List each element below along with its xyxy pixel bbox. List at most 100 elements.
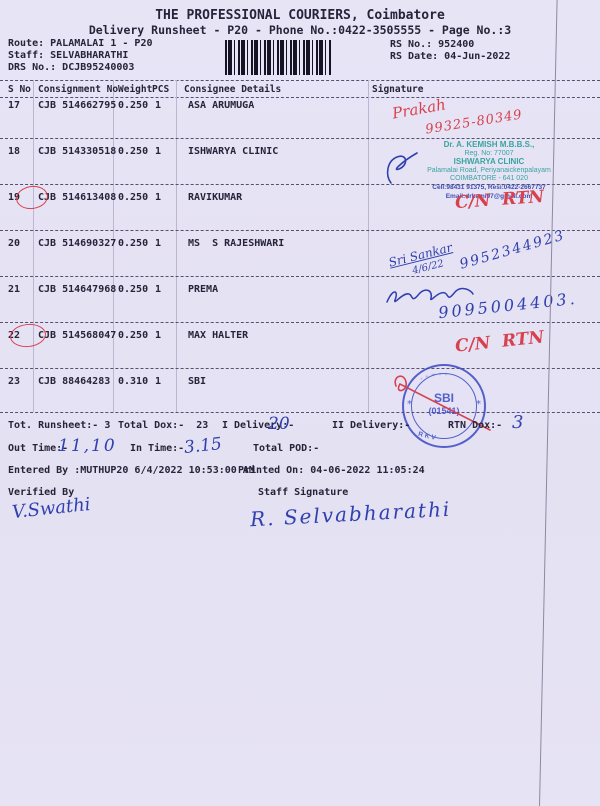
tot-runsheet-label: Tot. Runsheet:- 3 <box>8 420 111 431</box>
signature-scribble <box>386 287 474 303</box>
cell-consignee: PREMA <box>188 284 219 295</box>
cell-consignment: CJB 88464283 <box>38 376 111 387</box>
staff-signature-handwritten: R. Selvabharathi <box>249 496 452 532</box>
stamp-star-left: * <box>407 399 412 410</box>
entered-by-label: Entered By :MUTHUP20 6/4/2022 10:53:00 A… <box>8 465 255 476</box>
cell-weight: 0.250 <box>118 284 149 295</box>
cell-sno: 20 <box>8 238 21 249</box>
total-dox-label: Total Dox:- 23 <box>118 420 209 431</box>
staff-label: Staff: SELVABHARATHI <box>8 50 129 61</box>
in-time-label: In Time:- <box>130 443 185 454</box>
runsheet-subtitle: Delivery Runsheet - P20 - Phone No.:0422… <box>88 23 512 37</box>
cell-sno: 23 <box>8 376 21 387</box>
stamp-reg-no: Reg. No: 77007 <box>464 149 514 157</box>
row-divider <box>0 412 600 413</box>
total-pod-label: Total POD:- <box>253 443 320 454</box>
stamp-center-text: SBI (01541) <box>404 392 484 417</box>
cell-consignment: CJB 514330518 <box>38 146 117 157</box>
handwritten-signature: Prakah <box>390 95 448 123</box>
rs-date-label: RS Date: 04-Jun-2022 <box>390 51 511 62</box>
cell-consignment: CJB 514690327 <box>38 238 117 249</box>
cell-consignee: ASA ARUMUGA <box>188 100 255 111</box>
in-time-value-handwritten: 3.15 <box>183 434 223 458</box>
rs-no-label: RS No.: 952400 <box>390 39 475 50</box>
col-header-pcs: PCS <box>152 84 170 95</box>
cell-consignee: SBI <box>188 376 207 387</box>
divider <box>0 80 600 81</box>
company-title: THE PROFESSIONAL COURIERS, Coimbatore <box>155 8 445 23</box>
row-divider <box>0 138 600 139</box>
printed-on-label: Printed On: 04-06-2022 11:05:24 <box>238 465 425 476</box>
column-line <box>368 80 369 412</box>
red-circle-annotation <box>8 322 48 349</box>
cell-sno: 19 <box>8 192 21 203</box>
verified-by-signature: V.Swathi <box>11 493 92 524</box>
cell-sno: 18 <box>8 146 21 157</box>
cell-weight: 0.250 <box>118 192 149 203</box>
out-time-value-handwritten: 11,10 <box>58 436 117 456</box>
col-header-signature: Signature <box>372 84 424 95</box>
cell-pcs: 1 <box>155 238 162 249</box>
sbi-round-stamp: SBI (01541) * * RKV . - ~ - . <box>402 364 486 448</box>
cell-consignment: CJB 514647968 <box>38 284 117 295</box>
cell-weight: 0.250 <box>118 146 149 157</box>
sbi-logo-text: SBI <box>433 391 454 405</box>
drs-no-label: DRS No.: DCJB95240003 <box>8 62 135 73</box>
route-label: Route: PALAMALAI 1 - P20 <box>8 38 153 49</box>
cell-pcs: 1 <box>155 284 162 295</box>
stamp-city: COIMBATORE - 641 020 <box>450 175 528 183</box>
red-circle-annotation <box>14 183 50 212</box>
cell-sno: 17 <box>8 100 21 111</box>
cell-sno: 21 <box>8 284 21 295</box>
cell-weight: 0.250 <box>118 100 149 111</box>
column-line <box>33 80 34 412</box>
stamp-address: Palamalai Road, Periyanaickenpalayam <box>427 166 551 174</box>
cell-consignment: CJB 514613408 <box>38 192 117 203</box>
stamp-email: Email:drkemi97@gmail.com <box>445 192 533 200</box>
cell-pcs: 1 <box>155 100 162 111</box>
stamp-inner-ring <box>411 373 477 439</box>
col-header-consignee: Consignee Details <box>184 84 282 95</box>
row-divider <box>0 322 600 323</box>
cell-weight: 0.250 <box>118 330 149 341</box>
divider <box>0 97 600 98</box>
stamp-star-right: * <box>476 399 481 410</box>
clinic-rubber-stamp: Dr. A. KEMISH M.B.B.S., Reg. No: 77007 I… <box>394 140 584 201</box>
i-delivery-label: I Delivery:- <box>222 420 295 431</box>
cell-sno: 22 <box>8 330 21 341</box>
cell-weight: 0.250 <box>118 238 149 249</box>
staff-signature-label: Staff Signature <box>258 487 349 498</box>
row-divider <box>0 368 600 369</box>
cell-consignment: CJB 514662795 <box>38 100 117 111</box>
signature-scribble <box>386 152 418 184</box>
cell-weight: 0.310 <box>118 376 149 387</box>
col-header-weight: Weight <box>118 84 153 95</box>
cell-consignee: MS S RAJESHWARI <box>188 238 285 249</box>
cell-pcs: 1 <box>155 330 162 341</box>
cell-pcs: 1 <box>155 376 162 387</box>
sbi-branch-code: (01541) <box>428 406 460 416</box>
column-line <box>113 80 114 412</box>
stamp-doctor-name: Dr. A. KEMISH M.B.B.S., <box>443 140 535 149</box>
row-divider <box>0 230 600 231</box>
stamp-phone: Cell:98431 91375, Resi:0422-2667737 <box>432 183 546 191</box>
rtn-dox-label: RTN Dox:- <box>448 420 503 431</box>
i-delivery-value-handwritten: 20 <box>268 414 290 434</box>
scan-fold-line <box>539 0 558 806</box>
verified-by-label: Verified By <box>8 487 75 498</box>
cell-pcs: 1 <box>155 192 162 203</box>
cell-consignment: CJB 514568047 <box>38 330 117 341</box>
col-header-consignment: Consignment No <box>38 84 119 95</box>
stamp-clinic-name: ISHWARYA CLINIC <box>453 157 525 167</box>
barcode-image <box>225 40 331 75</box>
cell-pcs: 1 <box>155 146 162 157</box>
col-header-sno: S No <box>8 84 31 95</box>
rtn-dox-value-handwritten: 3 <box>512 412 524 433</box>
cell-consignee: MAX HALTER <box>188 330 249 341</box>
handwritten-note-cn-rtn: C/N RTN <box>454 327 545 357</box>
ii-delivery-label: II Delivery:- <box>332 420 411 431</box>
out-time-label: Out Time:- <box>8 443 69 454</box>
cell-consignee: RAVIKUMAR <box>188 192 243 203</box>
column-line <box>176 80 177 412</box>
